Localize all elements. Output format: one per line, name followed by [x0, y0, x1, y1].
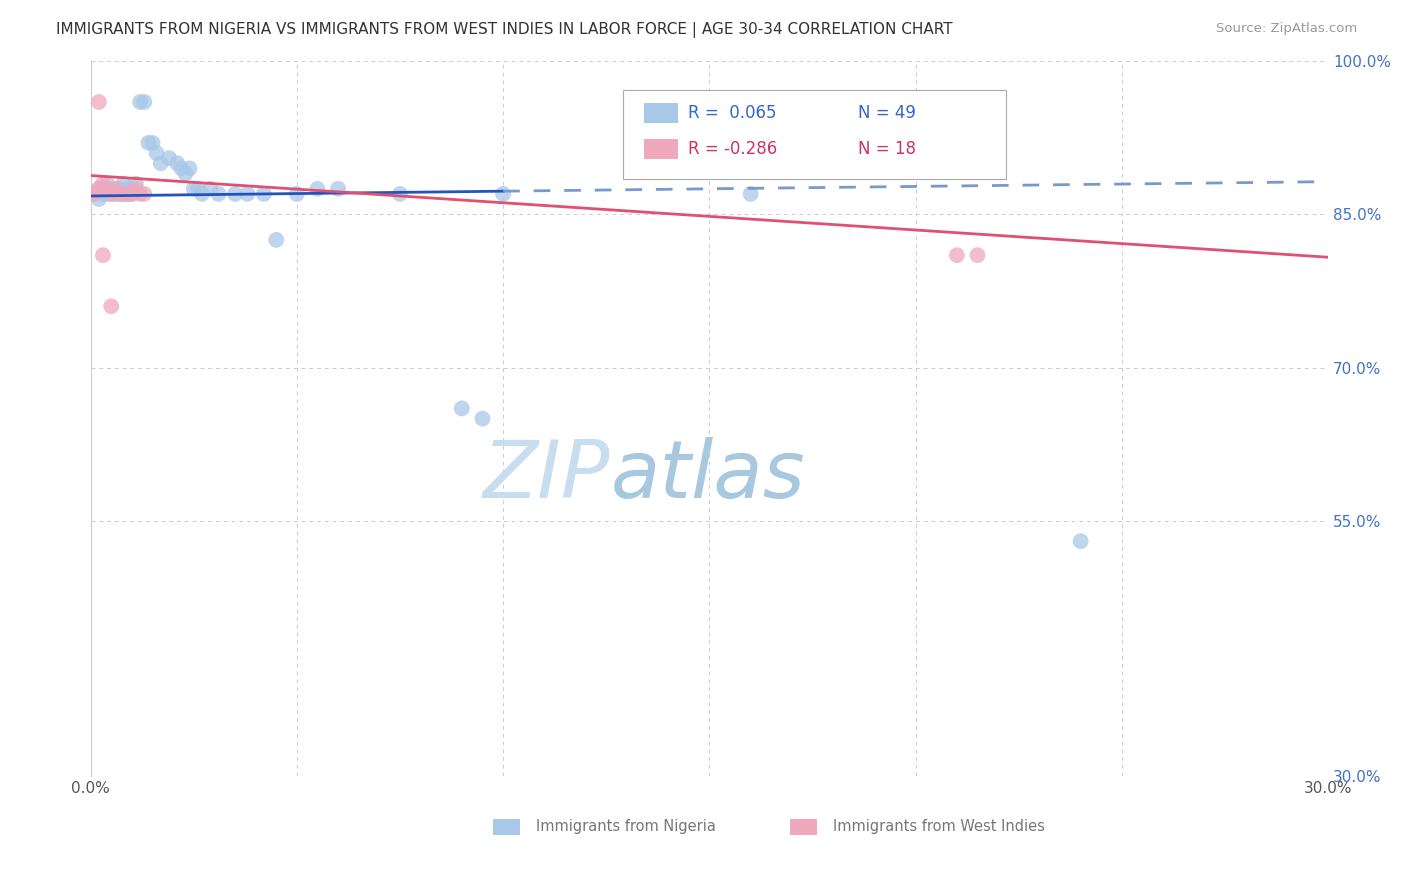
Point	[117, 186, 139, 201]
Point	[100, 186, 122, 201]
Point	[112, 177, 135, 191]
Text: Immigrants from West Indies: Immigrants from West Indies	[834, 819, 1045, 834]
Bar	[494, 819, 520, 835]
Point	[174, 166, 197, 180]
Point	[100, 299, 122, 313]
FancyBboxPatch shape	[623, 90, 1007, 179]
Point	[129, 186, 152, 201]
Point	[253, 186, 276, 201]
Point	[108, 186, 131, 201]
Text: R =  0.065: R = 0.065	[689, 104, 778, 122]
Point	[129, 95, 152, 109]
Point	[104, 186, 127, 201]
Point	[138, 136, 160, 150]
Point	[108, 182, 131, 196]
Point	[108, 186, 131, 201]
Point	[121, 186, 143, 201]
Point	[326, 182, 349, 196]
Point	[170, 161, 193, 176]
Point	[183, 182, 205, 196]
Text: R = -0.286: R = -0.286	[689, 140, 778, 158]
Point	[134, 186, 156, 201]
Text: atlas: atlas	[610, 437, 806, 515]
Point	[492, 186, 515, 201]
Text: IMMIGRANTS FROM NIGERIA VS IMMIGRANTS FROM WEST INDIES IN LABOR FORCE | AGE 30-3: IMMIGRANTS FROM NIGERIA VS IMMIGRANTS FR…	[56, 22, 953, 38]
Point	[87, 182, 110, 196]
Point	[91, 186, 114, 201]
Point	[125, 182, 148, 196]
Point	[104, 182, 127, 196]
Point	[207, 186, 229, 201]
Point	[471, 411, 494, 425]
Point	[112, 186, 135, 201]
Point	[224, 186, 246, 201]
Bar	[790, 819, 817, 835]
Point	[121, 186, 143, 201]
Text: N = 18: N = 18	[858, 140, 915, 158]
Point	[117, 186, 139, 201]
Point	[451, 401, 474, 416]
Point	[104, 182, 127, 196]
Text: Immigrants from Nigeria: Immigrants from Nigeria	[536, 819, 716, 834]
Point	[149, 156, 172, 170]
Point	[91, 248, 114, 262]
Point	[966, 248, 988, 262]
Point	[100, 182, 122, 196]
Text: ZIP: ZIP	[484, 437, 610, 515]
Point	[96, 177, 118, 191]
Text: N = 49: N = 49	[858, 104, 915, 122]
Point	[83, 186, 105, 201]
Point	[145, 146, 167, 161]
Point	[388, 186, 411, 201]
Point	[285, 186, 308, 201]
Point	[134, 95, 156, 109]
Point	[100, 186, 122, 201]
Point	[187, 182, 209, 196]
Point	[740, 186, 762, 201]
Point	[307, 182, 329, 196]
Point	[157, 151, 180, 165]
Point	[236, 186, 259, 201]
Point	[191, 186, 214, 201]
Point	[83, 186, 105, 201]
Point	[117, 182, 139, 196]
Point	[200, 182, 222, 196]
Point	[166, 156, 188, 170]
Point	[946, 248, 969, 262]
Point	[91, 182, 114, 196]
Point	[91, 177, 114, 191]
Bar	[644, 139, 679, 159]
Text: Source: ZipAtlas.com: Source: ZipAtlas.com	[1216, 22, 1357, 36]
Point	[87, 95, 110, 109]
Point	[87, 192, 110, 206]
Point	[96, 186, 118, 201]
Point	[112, 186, 135, 201]
Point	[96, 182, 118, 196]
Point	[179, 161, 201, 176]
Point	[87, 182, 110, 196]
Point	[125, 177, 148, 191]
Point	[141, 136, 163, 150]
Bar	[644, 103, 679, 123]
Point	[1070, 534, 1092, 549]
Point	[264, 233, 287, 247]
Point	[121, 182, 143, 196]
